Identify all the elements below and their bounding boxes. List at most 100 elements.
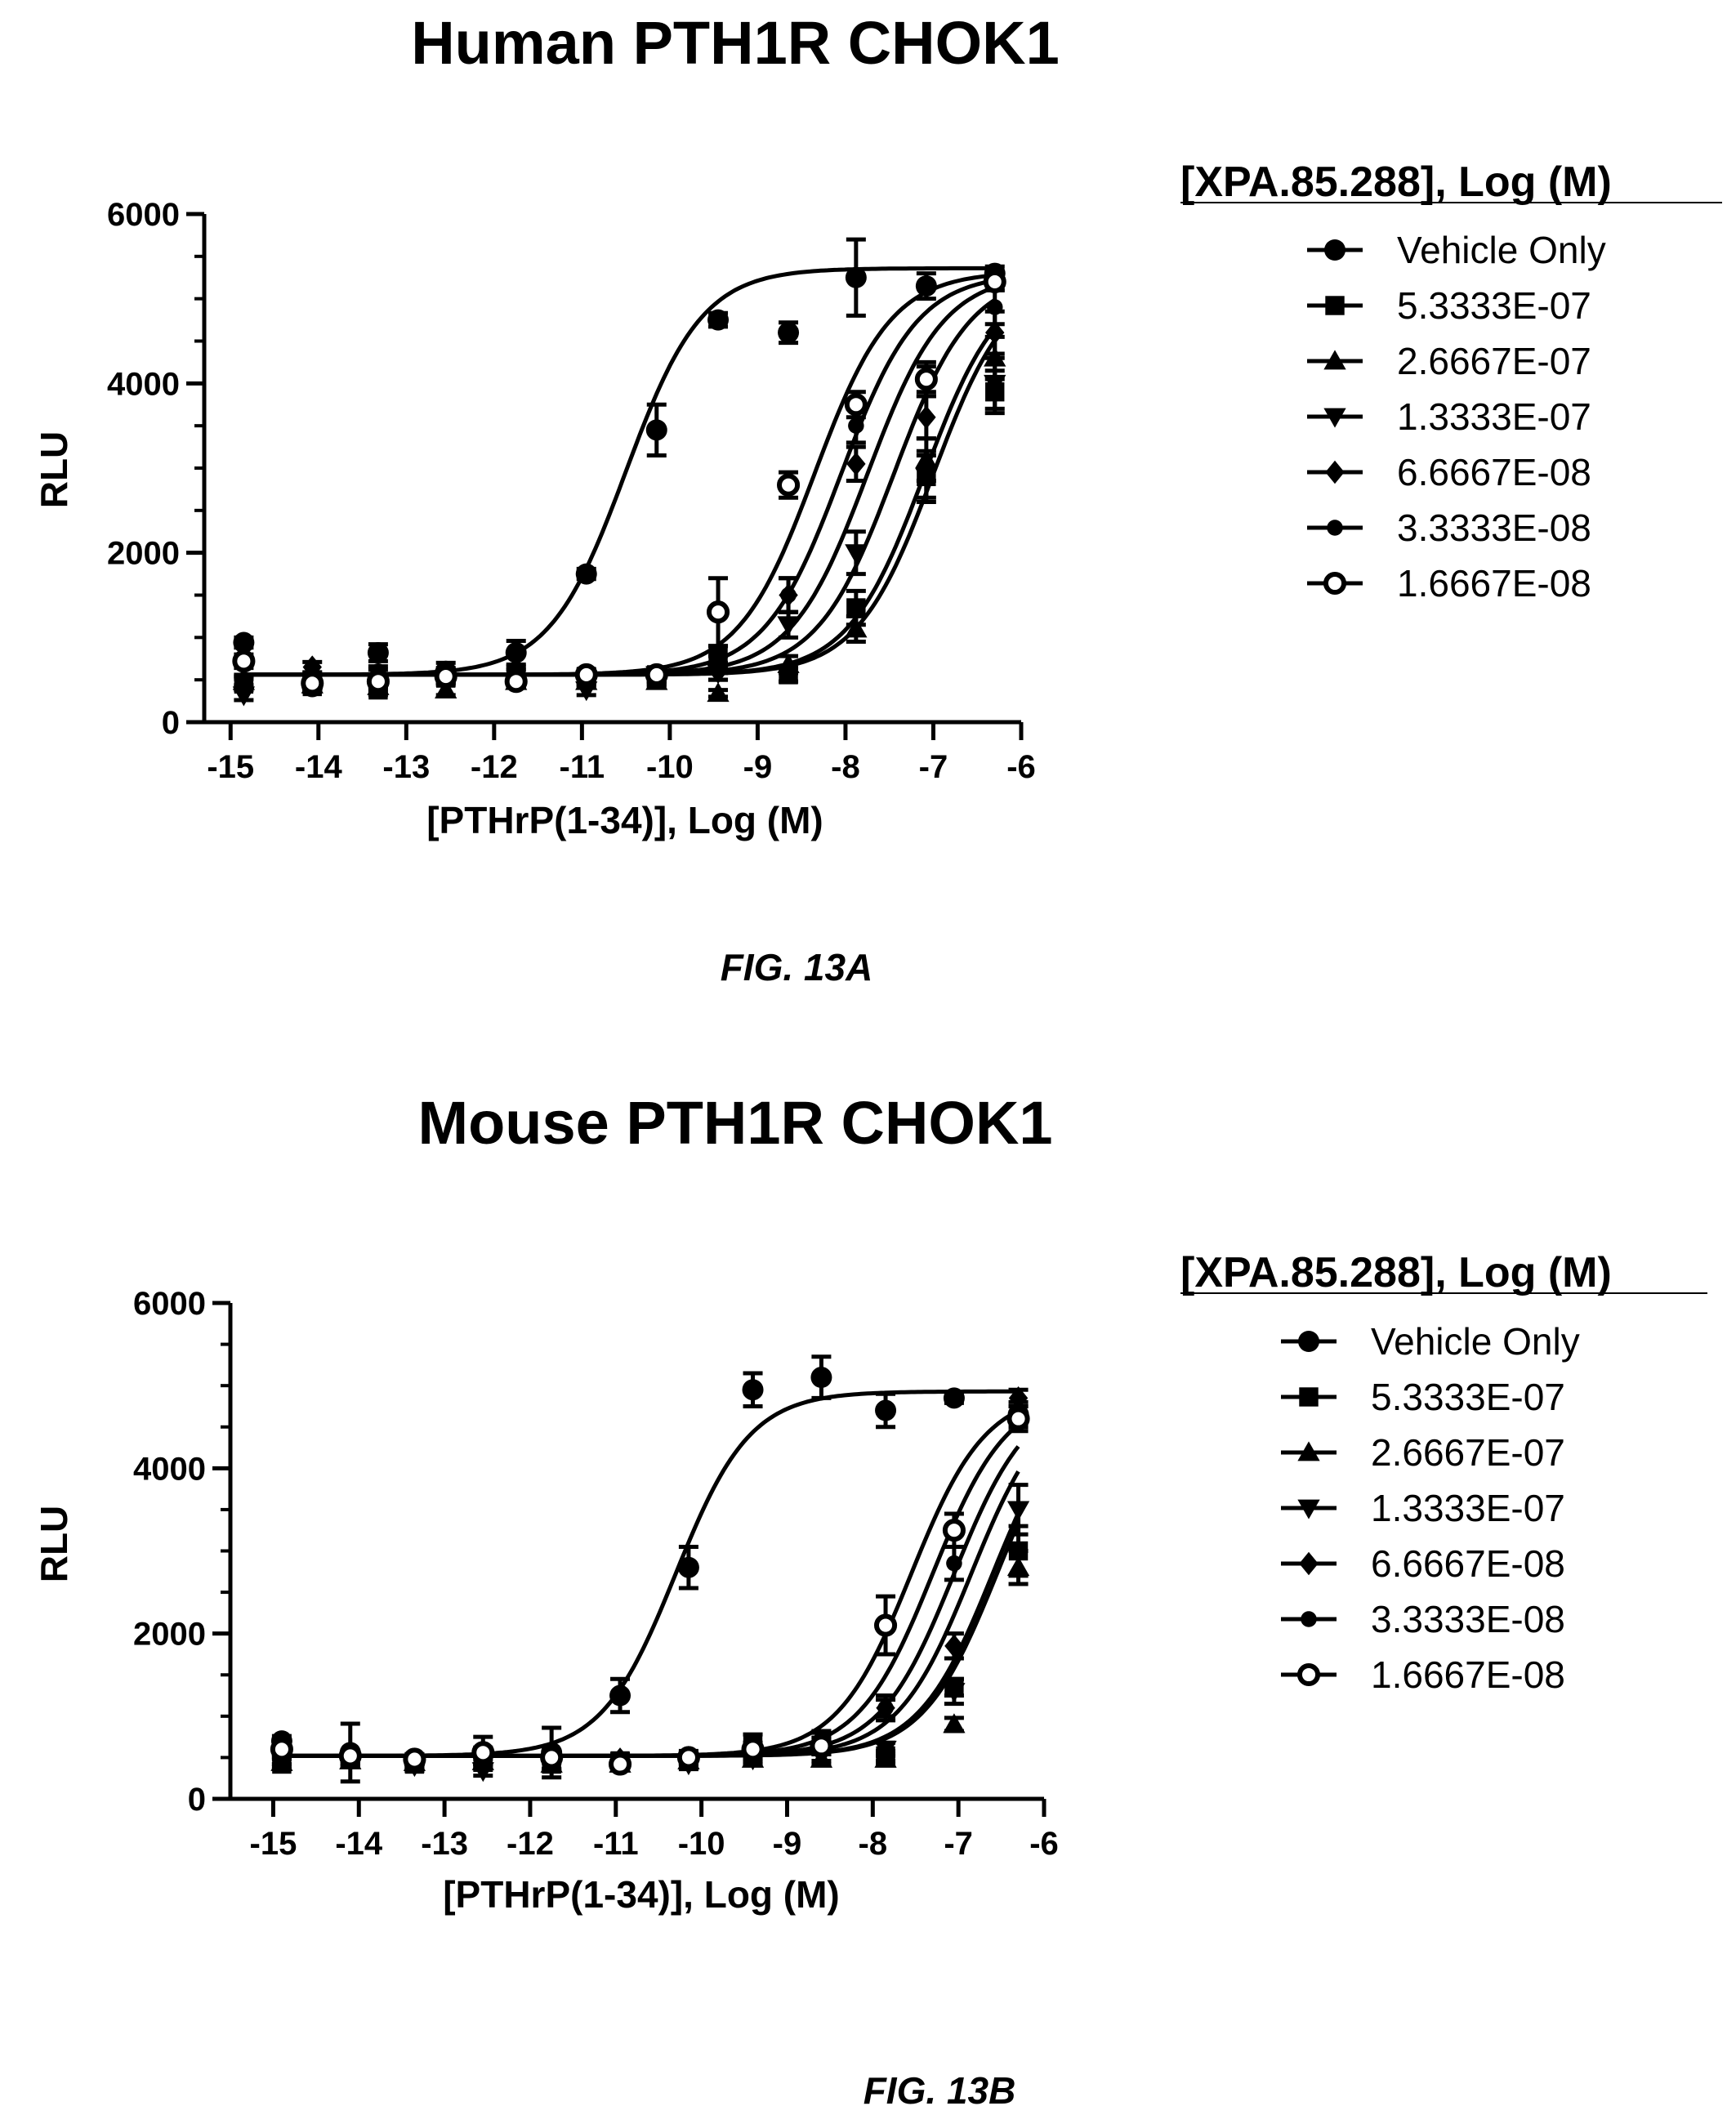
chart-13a-marker-circle: [367, 641, 389, 663]
chart-13a-data-point: [575, 563, 597, 585]
chart-13a-legend-marker: [1325, 460, 1345, 484]
chart-13b-marker-circle-open: [676, 1746, 700, 1769]
chart-13a-marker-triangle-up: [845, 618, 868, 638]
chart-13a-legend-item: 3.3333E-08: [1307, 506, 1591, 549]
chart-13a-data-point: [574, 663, 598, 686]
chart-13b-legend-item: 1.6667E-08: [1281, 1653, 1565, 1696]
chart-13b-data-point: [943, 1387, 965, 1409]
chart-13a-data-point: [707, 309, 730, 331]
chart-13a-data-point: [301, 672, 324, 695]
chart-13b-plot-area: 0 2000 4000 6000 -15 -14 -13 -12 -11 -10 -9 -8 -7 -6: [133, 1286, 1059, 1862]
chart-13a-x-tick-label: -15: [207, 749, 254, 785]
chart-13a-data-point: [914, 364, 938, 395]
chart-13a-legend-label: 1.3333E-07: [1397, 395, 1591, 438]
chart-13b-marker-triangle-down: [1006, 1501, 1030, 1521]
chart-13a-data-point: [367, 641, 389, 663]
chart-13a-x-tick-label: -8: [831, 749, 860, 785]
chart-13a-marker-triangle-down: [845, 544, 868, 564]
chart-13b-marker-circle-open: [873, 1613, 898, 1637]
chart-13a-data-point: [915, 271, 937, 301]
chart-13a-y-tick-label: 0: [162, 705, 180, 741]
chart-13a-legend-item: 6.6667E-08: [1307, 451, 1591, 493]
chart-13b-marker-circle-small: [946, 1555, 962, 1572]
chart-13a-marker-circle-open: [434, 664, 457, 689]
chart-13a-marker-triangle-down: [232, 686, 256, 707]
chart-13b-legend: [XPA.85.288], Log (M) Vehicle Only 5.3333…: [1180, 1249, 1707, 1696]
chart-13a-marker-circle: [575, 563, 597, 585]
chart-13a-data-point: [645, 663, 668, 686]
chart-13b-data-point: [876, 1693, 896, 1723]
chart-13a-data-point: [778, 320, 800, 346]
chart-13b-legend-label: 1.3333E-07: [1371, 1487, 1565, 1529]
chart-13b-y-tick-label: 0: [188, 1782, 206, 1818]
chart-13a-marker-triangle-down: [575, 681, 598, 702]
chart-13a-x-tick-label: -7: [919, 749, 948, 785]
chart-13b-data-point: [676, 1746, 700, 1769]
chart-13b-x-tick-label: -13: [421, 1826, 468, 1862]
chart-13a-marker-circle-small: [986, 299, 1003, 315]
chart-13b-data-point: [875, 1391, 897, 1430]
chart-13b-marker-circle-small: [877, 1699, 894, 1716]
chart-13a-data-point: [505, 638, 527, 667]
chart-13b-data-point: [1006, 1483, 1030, 1537]
chart-13b-legend-marker: [1297, 1499, 1320, 1519]
chart-13a-fit-curve-4: [243, 285, 996, 677]
chart-13b-x-tick-label: -6: [1029, 1826, 1059, 1862]
chart-13a-marker-diamond: [846, 452, 866, 476]
chart-13b-marker-circle-open: [338, 1744, 362, 1768]
chart-13b-data-point: [608, 1752, 632, 1776]
chart-13a-legend-items: Vehicle Only 5.3333E-07 2.6667E-07 1.3333E-…: [1307, 229, 1606, 605]
chart-13a-legend-marker: [1327, 520, 1343, 536]
chart-13a-x-tick-label: -14: [295, 749, 343, 785]
chart-13b: Mouse PTH1R CHOK1 0 2000 4000 6000 -15 -14 -13…: [33, 1089, 1707, 2112]
chart-13b-data-point: [270, 1738, 293, 1761]
chart-13b-y-tick-label: 4000: [133, 1451, 206, 1487]
chart-13a-data-point: [984, 288, 1005, 327]
chart-13b-legend-item: 2.6667E-07: [1281, 1431, 1565, 1474]
chart-13b-data-point: [338, 1744, 362, 1768]
chart-13a-marker-triangle-down: [984, 374, 1006, 395]
chart-13a-data-point: [232, 649, 256, 673]
chart-13a-marker-square: [846, 598, 866, 618]
chart-13a-y-tick-label: 4000: [107, 366, 180, 402]
chart-13b-legend-marker: [1299, 1551, 1319, 1576]
chart-13a-marker-circle: [505, 641, 527, 663]
chart-13b-legend-label: 5.3333E-07: [1371, 1376, 1565, 1418]
chart-13a-legend-marker: [1323, 571, 1347, 596]
chart-13a: Human PTH1R CHOK1 0 2000 4000 6000 -15 -14 -13…: [33, 9, 1722, 988]
chart-13b-legend-label: 3.3333E-08: [1371, 1598, 1565, 1640]
chart-13a-marker-circle-small: [848, 417, 864, 434]
chart-13a-marker-circle-open: [574, 663, 598, 686]
chart-13a-marker-circle: [778, 322, 800, 344]
chart-13a-marker-triangle-down: [915, 467, 938, 489]
chart-13b-data-point: [1006, 1403, 1030, 1434]
chart-13b-marker-circle: [810, 1367, 832, 1389]
chart-13b-fit-curve-3: [281, 1470, 1020, 1758]
chart-13b-x-tick-label: -14: [335, 1826, 383, 1862]
chart-13b-data-point: [944, 1631, 964, 1661]
chart-13b-marker-triangle-down: [471, 1762, 494, 1783]
chart-13b-data-point: [942, 1511, 966, 1549]
chart-13b-legend-label: 1.6667E-08: [1371, 1653, 1565, 1696]
chart-13a-x-tick-label: -13: [382, 749, 430, 785]
chart-13a-data-point: [707, 682, 730, 703]
chart-13a-legend-item: 5.3333E-07: [1307, 284, 1591, 327]
chart-13a-marker-circle-open: [844, 393, 868, 417]
chart-13a-legend-label: 1.6667E-08: [1397, 562, 1591, 605]
chart-13a-data-point: [777, 609, 800, 640]
chart-13b-legend-item: 5.3333E-07: [1281, 1376, 1565, 1418]
chart-13a-data-point: [916, 394, 936, 441]
chart-13b-legend-label: 6.6667E-08: [1371, 1542, 1565, 1585]
chart-13a-data-point: [434, 664, 457, 689]
chart-13b-marker-circle-open: [608, 1752, 632, 1776]
chart-13a-legend-item: 2.6667E-07: [1307, 340, 1591, 382]
chart-13b-marker-circle-open: [741, 1738, 765, 1761]
chart-13b-fit-curve-6: [281, 1408, 1020, 1758]
chart-13a-x-tick-label: -10: [646, 749, 694, 785]
chart-13b-marker-circle-open: [471, 1741, 495, 1765]
chart-13b-x-tick-label: -15: [250, 1826, 297, 1862]
chart-13a-x-axis-label: [PTHrP(1-34)], Log (M): [426, 799, 823, 841]
chart-13a-data-point: [845, 614, 868, 645]
chart-13b-marker-circle-open: [1006, 1407, 1030, 1430]
chart-13a-legend-item: 1.3333E-07: [1307, 395, 1591, 438]
